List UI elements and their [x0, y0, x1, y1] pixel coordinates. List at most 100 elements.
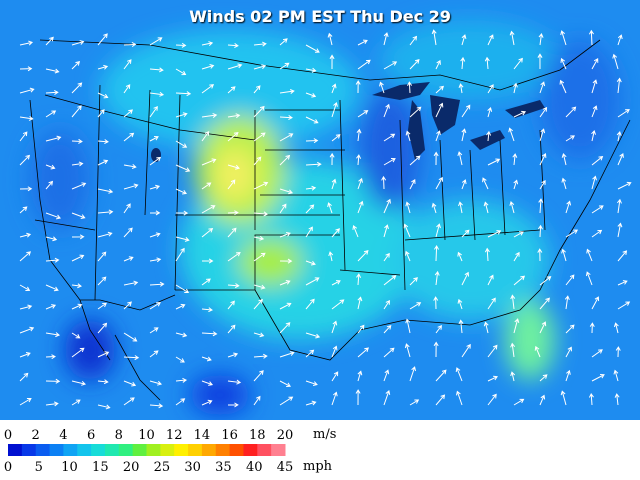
wind-arrow	[616, 198, 622, 214]
wind-arrow	[435, 130, 441, 142]
wind-arrow	[614, 393, 620, 406]
wind-arrow	[45, 378, 61, 384]
wind-arrow	[329, 152, 335, 166]
wind-arrow	[331, 391, 338, 406]
wind-arrow	[305, 226, 313, 238]
mph-label: 5	[35, 460, 43, 475]
wind-arrow	[617, 181, 632, 190]
wind-arrow	[71, 399, 81, 406]
wind-arrow	[123, 280, 139, 286]
wind-arrow	[19, 232, 32, 238]
wind-arrow	[97, 188, 114, 194]
wind-arrow	[123, 397, 135, 406]
wind-arrow	[227, 402, 239, 408]
wind-arrow	[253, 353, 268, 359]
wind-arrow	[19, 397, 32, 406]
wind-arrow	[149, 135, 159, 142]
color-swatch	[77, 444, 92, 456]
wind-arrow	[617, 34, 623, 46]
wind-arrow	[175, 398, 186, 406]
wind-arrow	[455, 367, 463, 382]
wind-arrow	[356, 128, 362, 142]
wind-arrow	[357, 59, 371, 70]
wind-arrow	[616, 77, 622, 94]
wind-arrow	[561, 177, 567, 190]
wind-arrow	[305, 400, 317, 406]
wind-arrow	[279, 231, 291, 238]
wind-arrow	[279, 203, 287, 214]
wind-arrow	[565, 274, 575, 286]
wind-arrow	[409, 366, 417, 382]
wind-arrow	[19, 115, 34, 121]
wind-arrow	[539, 394, 546, 406]
wind-arrow	[201, 228, 214, 238]
wind-arrow	[327, 202, 333, 214]
wind-arrow	[71, 61, 81, 70]
wind-arrow	[487, 297, 496, 310]
color-swatch	[91, 444, 106, 456]
wind-arrow	[483, 201, 489, 214]
wind-arrow	[509, 30, 515, 46]
wind-arrow	[201, 113, 218, 118]
wind-arrow	[405, 201, 411, 214]
wind-arrow	[253, 252, 266, 262]
wind-arrow	[175, 188, 187, 195]
wind-arrow	[305, 204, 315, 214]
wind-arrow	[71, 380, 86, 386]
wind-arrow	[175, 356, 185, 363]
wind-arrow	[279, 396, 294, 406]
wind-arrow	[45, 164, 56, 170]
wind-arrow	[305, 116, 319, 124]
wind-arrow	[539, 180, 546, 190]
wind-arrow	[487, 158, 501, 166]
wind-arrow	[149, 210, 161, 216]
wind-arrow	[405, 318, 411, 334]
wind-arrow	[279, 380, 291, 388]
wind-arrow	[149, 156, 162, 166]
wind-arrow	[435, 85, 445, 94]
wind-arrow	[123, 355, 140, 361]
wind-arrow	[565, 200, 572, 214]
wind-arrow	[383, 158, 396, 166]
wind-arrow	[379, 81, 385, 94]
ms-label: 6	[87, 428, 95, 443]
wind-arrow	[123, 227, 133, 238]
wind-arrow	[97, 322, 108, 334]
wind-arrow	[539, 128, 546, 142]
color-swatch	[21, 444, 37, 456]
wind-arrow	[253, 211, 269, 217]
wind-arrow	[538, 33, 544, 46]
wind-arrow	[305, 332, 321, 339]
wind-arrow	[457, 151, 463, 166]
wind-arrow	[561, 153, 567, 166]
wind-arrow	[512, 82, 518, 94]
wind-arrow	[227, 379, 242, 385]
wind-arrow	[331, 83, 337, 94]
wind-arrow	[97, 109, 105, 118]
wind-arrow	[201, 307, 213, 313]
wind-arrow	[409, 35, 418, 46]
wind-arrow	[175, 377, 188, 383]
wind-arrow	[227, 86, 236, 94]
wind-arrow	[435, 223, 441, 238]
wind-arrow	[617, 301, 631, 310]
wind-arrow	[461, 179, 467, 190]
wind-arrow	[201, 182, 212, 190]
wind-arrow	[201, 131, 210, 142]
wind-arrow	[435, 102, 444, 118]
ms-label: 8	[115, 428, 123, 443]
wind-arrow	[45, 68, 60, 74]
wind-arrow	[175, 236, 190, 242]
wind-arrow	[97, 404, 111, 410]
wind-arrow	[383, 198, 391, 214]
wind-arrow	[383, 324, 392, 334]
wind-arrows	[19, 29, 632, 410]
wind-arrow	[201, 380, 214, 386]
wind-arrow	[433, 296, 439, 310]
wind-arrow	[305, 277, 320, 286]
wind-arrow	[409, 399, 420, 406]
ms-label: 18	[249, 428, 266, 443]
wind-arrow	[433, 151, 439, 166]
wind-arrow	[409, 302, 422, 310]
wind-arrow	[305, 298, 315, 310]
